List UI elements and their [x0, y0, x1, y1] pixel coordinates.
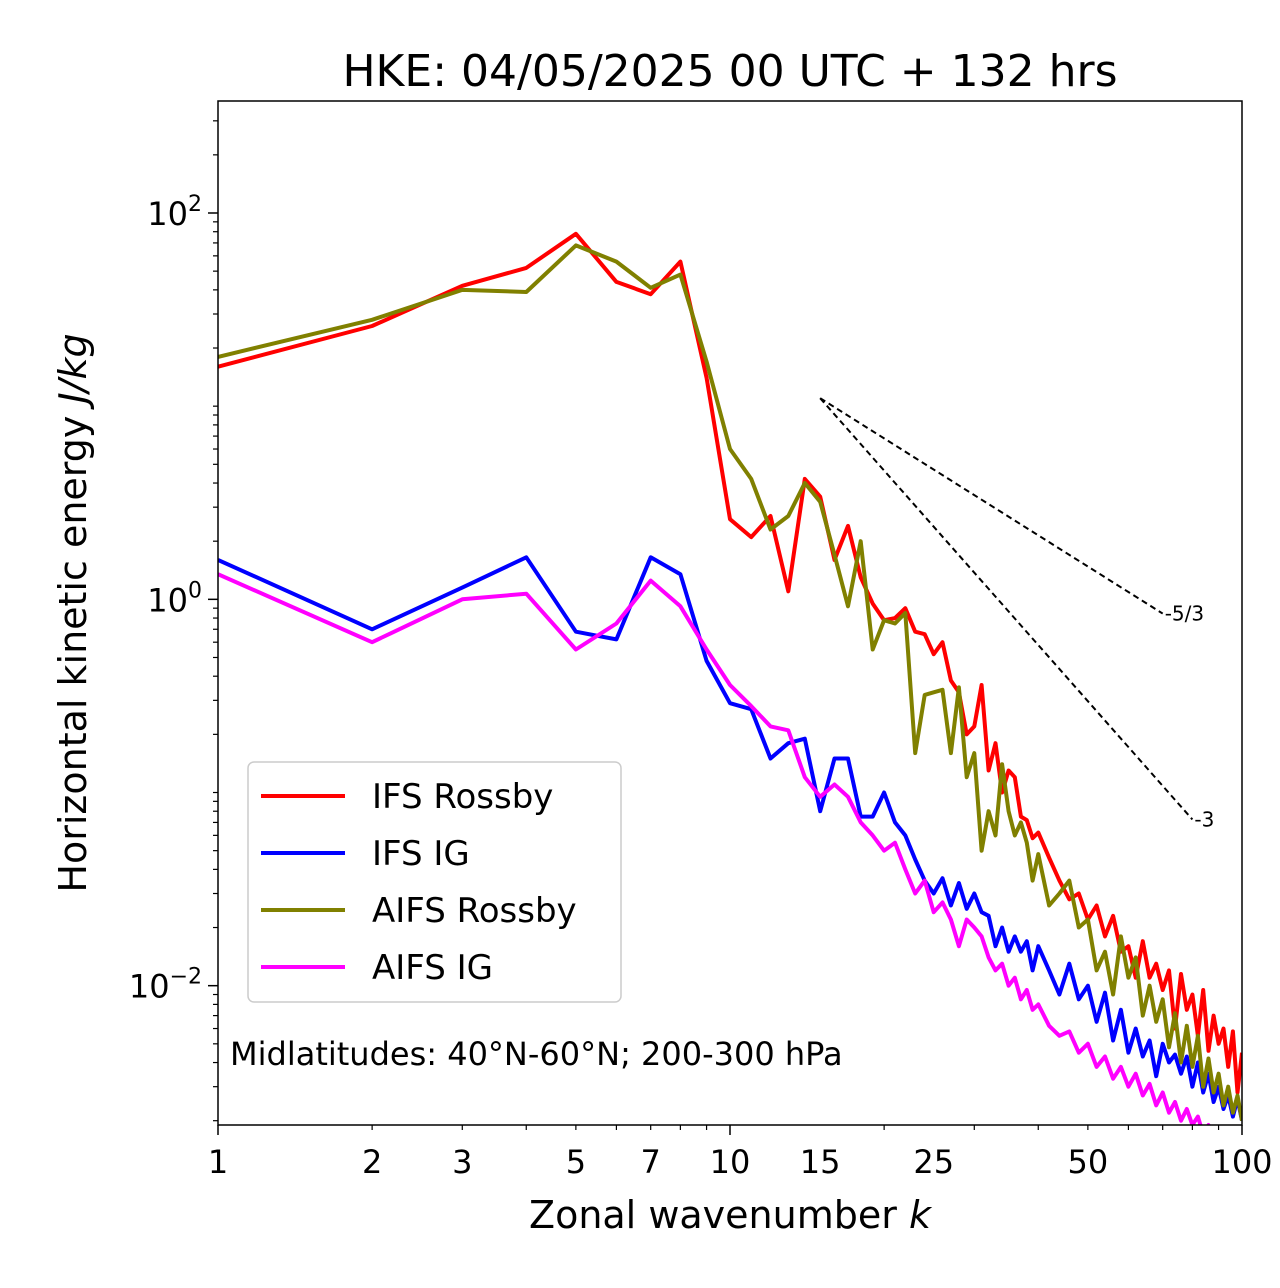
legend-label-ifs-rossby: IFS Rossby	[372, 777, 553, 817]
x-tick-label: 3	[452, 1143, 472, 1181]
x-tick-label: 1	[208, 1143, 228, 1181]
x-tick-label: 15	[800, 1143, 841, 1181]
y-tick-label: 10−2	[129, 965, 202, 1006]
series-line-aifs-rossby	[218, 243, 1242, 1122]
x-tick-label: 100	[1211, 1143, 1272, 1181]
chart-title: HKE: 04/05/2025 00 UTC + 132 hrs	[342, 46, 1117, 97]
legend-label-aifs-rossby: AIFS Rossby	[372, 891, 577, 931]
series-line-aifs-ig	[218, 572, 1211, 1125]
reference-slopes	[819, 397, 1194, 821]
x-axis-ticks: 1 2 3 5 7 10 15 25 50 100	[208, 1125, 1273, 1181]
y-axis-label: Horizontal kinetic energy J/kg	[51, 333, 95, 892]
x-tick-label: 7	[641, 1143, 661, 1181]
y-tick-label: 102	[147, 192, 202, 233]
series-line-ifs-ig	[218, 555, 1242, 1122]
x-tick-label: 5	[566, 1143, 586, 1181]
legend-label-aifs-ig: AIFS IG	[372, 948, 493, 988]
slope-line-2	[819, 397, 1194, 821]
series-layer	[218, 231, 1242, 1125]
slope-line-1	[819, 397, 1164, 615]
legend: IFS Rossby IFS IG AIFS Rossby AIFS IG	[247, 761, 622, 1003]
legend-box	[247, 761, 622, 1003]
slope-label-1: -5/3	[1165, 602, 1204, 626]
slope-label-2: -3	[1194, 807, 1214, 831]
x-tick-label: 2	[362, 1143, 382, 1181]
region-annotation: Midlatitudes: 40°N-60°N; 200-300 hPa	[230, 1035, 843, 1073]
x-axis-label: Zonal wavenumber k	[529, 1193, 933, 1237]
x-tick-label: 10	[710, 1143, 751, 1181]
y-tick-label: 100	[147, 578, 202, 619]
y-axis-ticks: 102 100 10−2	[129, 120, 218, 1122]
x-tick-label: 25	[913, 1143, 954, 1181]
legend-label-ifs-ig: IFS IG	[372, 834, 470, 874]
x-tick-label: 50	[1068, 1143, 1109, 1181]
series-line-ifs-rossby	[218, 231, 1242, 1095]
